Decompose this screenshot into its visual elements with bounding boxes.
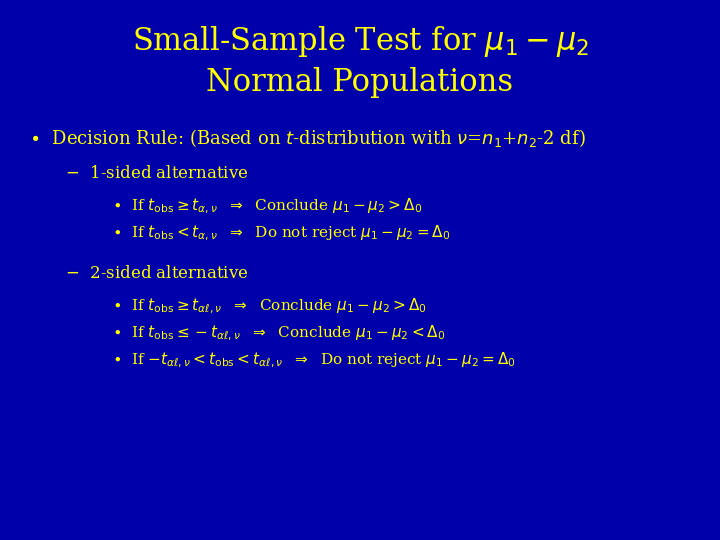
Text: Normal Populations: Normal Populations xyxy=(207,68,513,98)
Text: $\bullet$  If $-t_{\alpha\ell,\nu} < t_{\rm obs} < t_{\alpha\ell,\nu}$  $\Righta: $\bullet$ If $-t_{\alpha\ell,\nu} < t_{\… xyxy=(112,351,516,370)
Text: $\bullet$  If $t_{\rm obs} \leq -t_{\alpha\ell,\nu}$  $\Rightarrow$  Conclude $\: $\bullet$ If $t_{\rm obs} \leq -t_{\alph… xyxy=(112,324,445,343)
Text: $\bullet$  Decision Rule: (Based on $t$-distribution with $\nu$=$n_1$+$n_2$-2 df: $\bullet$ Decision Rule: (Based on $t$-d… xyxy=(29,127,585,149)
Text: Small-Sample Test for $\mu_1-\mu_2$: Small-Sample Test for $\mu_1-\mu_2$ xyxy=(132,24,588,59)
Text: $\bullet$  If $t_{\rm obs} < t_{\alpha,\nu}$  $\Rightarrow$  Do not reject $\mu_: $\bullet$ If $t_{\rm obs} < t_{\alpha,\n… xyxy=(112,224,450,244)
Text: $\bullet$  If $t_{\rm obs} \geq t_{\alpha,\nu}$  $\Rightarrow$  Conclude $\mu_1-: $\bullet$ If $t_{\rm obs} \geq t_{\alpha… xyxy=(112,197,422,217)
Text: $-$  2-sided alternative: $-$ 2-sided alternative xyxy=(65,265,248,281)
Text: $\bullet$  If $t_{\rm obs} \geq t_{\alpha\ell,\nu}$  $\Rightarrow$  Conclude $\m: $\bullet$ If $t_{\rm obs} \geq t_{\alpha… xyxy=(112,297,426,316)
Text: $-$  1-sided alternative: $-$ 1-sided alternative xyxy=(65,165,248,181)
